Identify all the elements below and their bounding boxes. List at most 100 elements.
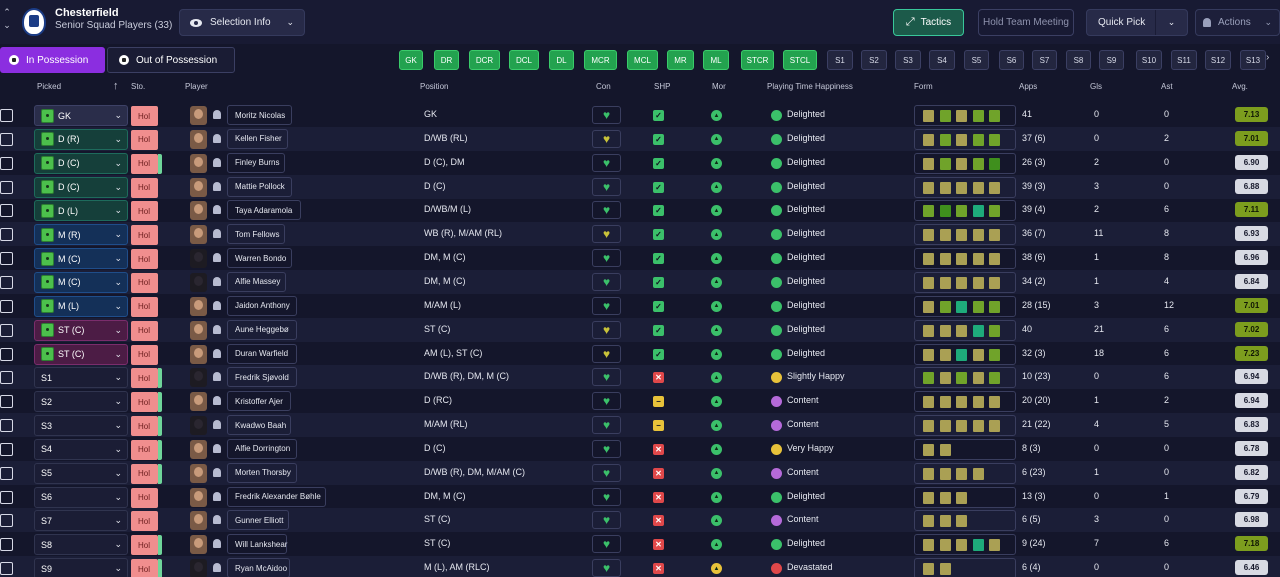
column-header-sto[interactable]: Sto. xyxy=(131,82,146,91)
status-badge[interactable]: Hol xyxy=(131,535,158,556)
chevron-up-icon[interactable]: ⌃ xyxy=(3,7,11,17)
table-row[interactable]: D (C) ⌄ Hol Finley Burns D (C), DM ♥ ✓ ▲ Delight… xyxy=(0,151,1280,175)
form-strip[interactable] xyxy=(914,248,1016,270)
form-strip[interactable] xyxy=(914,486,1016,508)
row-checkbox[interactable] xyxy=(0,419,13,433)
player-name-link[interactable]: Kwadwo Baah xyxy=(227,415,291,436)
row-checkbox[interactable] xyxy=(0,395,13,409)
form-strip[interactable] xyxy=(914,176,1016,198)
table-row[interactable]: ST (C) ⌄ Hol Aune Heggebø ST (C) ♥ ✓ ▲ Delighted… xyxy=(0,317,1280,342)
condition-heart-icon[interactable]: ♥ xyxy=(592,344,621,363)
player-name-link[interactable]: Fredrik Sjøvold xyxy=(227,367,297,388)
column-header-picked[interactable]: Picked xyxy=(37,82,62,91)
row-checkbox[interactable] xyxy=(0,347,13,361)
position-chip-mcl[interactable]: MCL xyxy=(627,50,658,70)
condition-heart-icon[interactable]: ♥ xyxy=(592,463,621,482)
player-name-link[interactable]: Fredrik Alexander Bøhle xyxy=(227,486,326,507)
row-checkbox[interactable] xyxy=(0,562,13,576)
status-badge[interactable]: Hol xyxy=(131,106,158,126)
position-chip-s4[interactable]: S4 xyxy=(929,50,955,70)
condition-heart-icon[interactable]: ♥ xyxy=(592,106,621,124)
form-strip[interactable] xyxy=(914,224,1016,246)
table-row[interactable]: S6 ⌄ Hol Fredrik Alexander Bøhle DM, M (C) ♥ ✕… xyxy=(0,485,1280,509)
condition-heart-icon[interactable]: ♥ xyxy=(592,153,621,172)
position-chip-ml[interactable]: ML xyxy=(703,50,729,70)
position-chip-s11[interactable]: S11 xyxy=(1171,50,1197,70)
selection-info-dropdown[interactable]: Selection Info ⌄ xyxy=(179,9,305,36)
row-checkbox[interactable] xyxy=(0,275,13,289)
position-chip-s13[interactable]: S13 xyxy=(1240,50,1266,70)
position-chip-s2[interactable]: S2 xyxy=(861,50,887,70)
column-header-playing-time-happiness[interactable]: Playing Time Happiness xyxy=(767,82,853,91)
status-badge[interactable]: Hol xyxy=(131,392,158,413)
condition-heart-icon[interactable]: ♥ xyxy=(592,225,621,244)
table-row[interactable]: S8 ⌄ Hol Will Lankshear ST (C) ♥ ✕ ▲ Delighted 9 … xyxy=(0,532,1280,556)
picked-position-dropdown[interactable]: D (C) ⌄ xyxy=(34,152,128,174)
form-strip[interactable] xyxy=(914,438,1016,460)
status-badge[interactable]: Hol xyxy=(131,559,158,577)
status-badge[interactable]: Hol xyxy=(131,296,158,317)
picked-position-dropdown[interactable]: S9 ⌄ xyxy=(34,558,128,577)
status-badge[interactable]: Hol xyxy=(131,344,158,365)
condition-heart-icon[interactable]: ♥ xyxy=(592,392,621,411)
form-strip[interactable] xyxy=(914,271,1016,293)
picked-position-dropdown[interactable]: GK ⌄ xyxy=(34,105,128,126)
table-row[interactable]: S9 ⌄ Hol Ryan McAidoo M (L), AM (RLC) ♥ ✕ ▲ Deva… xyxy=(0,556,1280,577)
table-row[interactable]: M (C) ⌄ Hol Warren Bondo DM, M (C) ♥ ✓ ▲ Delight… xyxy=(0,246,1280,270)
status-badge[interactable]: Hol xyxy=(131,463,158,484)
table-row[interactable]: M (R) ⌄ Hol Tom Fellows WB (R), M/AM (RL) ♥ ✓ ▲… xyxy=(0,222,1280,247)
row-checkbox[interactable] xyxy=(0,252,13,266)
table-row[interactable]: S3 ⌄ Hol Kwadwo Baah M/AM (RL) ♥ − ▲ Content 21 (… xyxy=(0,413,1280,438)
condition-heart-icon[interactable]: ♥ xyxy=(592,320,621,339)
player-name-link[interactable]: Tom Fellows xyxy=(227,224,285,245)
player-name-link[interactable]: Alfie Massey xyxy=(227,271,286,292)
actions-dropdown[interactable]: Actions ⌄ xyxy=(1195,9,1280,36)
status-badge[interactable]: Hol xyxy=(131,249,158,270)
picked-position-dropdown[interactable]: M (C) ⌄ xyxy=(34,271,128,293)
status-badge[interactable]: Hol xyxy=(131,272,158,293)
condition-heart-icon[interactable]: ♥ xyxy=(592,201,621,220)
row-checkbox[interactable] xyxy=(0,514,13,528)
form-strip[interactable] xyxy=(914,105,1016,126)
form-strip[interactable] xyxy=(914,343,1016,365)
team-switch-arrows[interactable]: ⌃ ⌄ xyxy=(2,6,12,32)
table-row[interactable]: M (C) ⌄ Hol Alfie Massey DM, M (C) ♥ ✓ ▲ Delight… xyxy=(0,269,1280,294)
column-header-apps[interactable]: Apps xyxy=(1019,82,1038,91)
player-name-link[interactable]: Kristoffer Ajer xyxy=(227,391,291,412)
player-name-link[interactable]: Taya Adaramola xyxy=(227,200,301,221)
picked-position-dropdown[interactable]: D (R) ⌄ xyxy=(34,128,128,150)
condition-heart-icon[interactable]: ♥ xyxy=(592,249,621,268)
player-name-link[interactable]: Gunner Elliott xyxy=(227,510,289,531)
position-chip-s1[interactable]: S1 xyxy=(827,50,853,70)
player-name-link[interactable]: Morten Thorsby xyxy=(227,462,297,483)
condition-heart-icon[interactable]: ♥ xyxy=(592,272,621,291)
form-strip[interactable] xyxy=(914,534,1016,556)
form-strip[interactable] xyxy=(914,367,1016,389)
table-row[interactable]: S4 ⌄ Hol Alfie Dorrington D (C) ♥ ✕ ▲ Very Happy… xyxy=(0,437,1280,461)
status-badge[interactable]: Hol xyxy=(131,511,158,532)
position-chip-s9[interactable]: S9 xyxy=(1099,50,1124,70)
player-name-link[interactable]: Mattie Pollock xyxy=(227,176,292,197)
status-badge[interactable]: Hol xyxy=(131,153,158,174)
column-header-ast[interactable]: Ast xyxy=(1161,82,1173,91)
row-checkbox[interactable] xyxy=(0,228,13,242)
quick-pick-button[interactable]: Quick Pick ⌄ xyxy=(1086,9,1188,36)
tab-in-possession[interactable]: In Possession xyxy=(0,47,105,73)
picked-position-dropdown[interactable]: S3 ⌄ xyxy=(34,415,128,437)
position-chip-stcr[interactable]: STCR xyxy=(741,50,774,70)
picked-position-dropdown[interactable]: S2 ⌄ xyxy=(34,391,128,413)
form-strip[interactable] xyxy=(914,415,1016,437)
form-strip[interactable] xyxy=(914,558,1016,577)
hold-team-meeting-button[interactable]: Hold Team Meeting xyxy=(978,9,1074,36)
condition-heart-icon[interactable]: ♥ xyxy=(592,129,621,148)
table-row[interactable]: D (R) ⌄ Hol Kellen Fisher D/WB (RL) ♥ ✓ ▲ Deligh… xyxy=(0,126,1280,151)
condition-heart-icon[interactable]: ♥ xyxy=(592,511,621,530)
picked-position-dropdown[interactable]: S5 ⌄ xyxy=(34,462,128,484)
condition-heart-icon[interactable]: ♥ xyxy=(592,559,621,577)
player-name-link[interactable]: Aune Heggebø xyxy=(227,319,297,340)
form-strip[interactable] xyxy=(914,152,1016,174)
picked-position-dropdown[interactable]: M (L) ⌄ xyxy=(34,295,128,317)
position-chip-mr[interactable]: MR xyxy=(667,50,694,70)
position-chip-stcl[interactable]: STCL xyxy=(783,50,817,70)
status-badge[interactable]: Hol xyxy=(131,320,158,341)
